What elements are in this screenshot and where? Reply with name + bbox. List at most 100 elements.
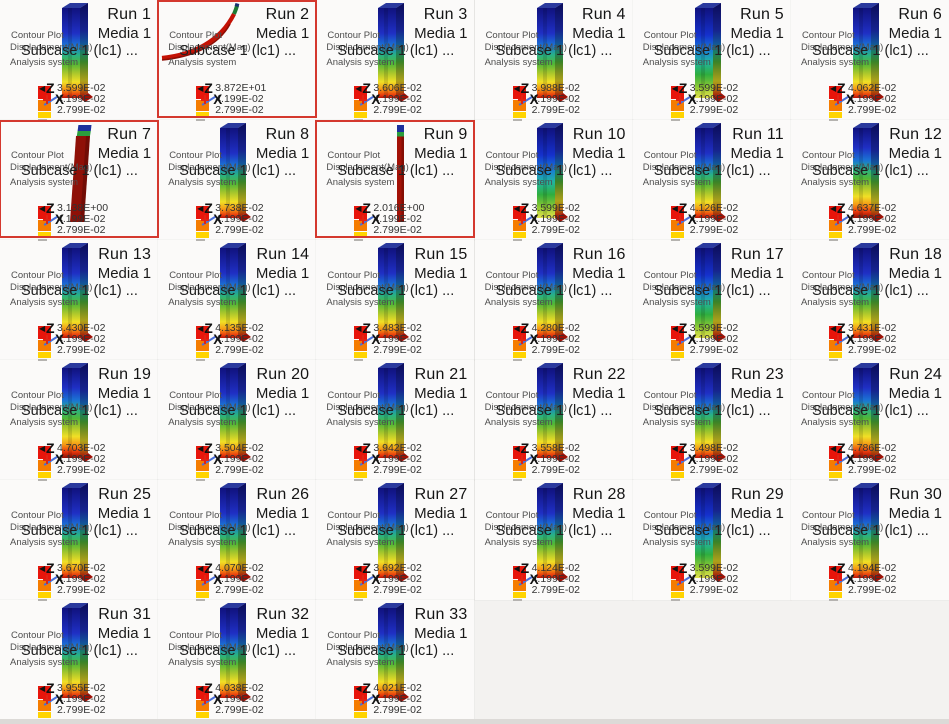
run-title: Run 11 <box>732 126 784 143</box>
run-title: Run 24 <box>889 366 943 383</box>
run-tile-run-11[interactable]: Run 11 Media 1 Contour Plot Displacement… <box>632 120 791 241</box>
run-tile-run-26[interactable]: Run 26 Media 1 Contour Plot Displacement… <box>158 480 317 601</box>
run-tile-run-7[interactable]: Run 7 Media 1 Contour Plot Displacement(… <box>0 120 160 241</box>
run-tile-run-28[interactable]: Run 28 Media 1 Contour Plot Displacement… <box>474 480 633 601</box>
axis-origin-marker-h <box>833 219 842 221</box>
run-tile-run-18[interactable]: Run 18 Media 1 Contour Plot Displacement… <box>790 240 949 361</box>
legend-max-value: 3.942E-02 <box>373 442 422 454</box>
run-title: Run 29 <box>731 486 784 503</box>
run-tile-run-6[interactable]: Run 6 Media 1 Contour Plot Displacement(… <box>790 0 949 121</box>
media-label: Media 1 <box>255 385 310 402</box>
run-tile-run-20[interactable]: Run 20 Media 1 Contour Plot Displacement… <box>158 360 317 481</box>
legend-max-value: 4.786E-02 <box>847 442 897 454</box>
legend-min-value: 2.799E-02 <box>531 104 581 117</box>
run-tile-run-30[interactable]: Run 30 Media 1 Contour Plot Displacement… <box>790 480 949 601</box>
subcase-label: Subcase 1 (lc1) ... <box>21 43 138 59</box>
legend-tick <box>38 479 47 481</box>
run-tile-run-31[interactable]: Run 31 Media 1 Contour Plot Displacement… <box>0 600 159 721</box>
legend-color-yellow <box>354 592 368 598</box>
contour-plot-label: Contour Plot <box>485 30 539 41</box>
run-tile-run-27[interactable]: Run 27 Media 1 Contour Plot Displacement… <box>316 480 475 601</box>
axis-origin-marker-h <box>833 99 842 101</box>
legend-tick <box>512 239 522 241</box>
run-tile-run-29[interactable]: Run 29 Media 1 Contour Plot Displacement… <box>632 480 791 601</box>
media-label: Media 1 <box>414 505 468 522</box>
legend-color-orange <box>828 460 842 471</box>
legend-color-orange <box>196 460 210 471</box>
run-tile-run-24[interactable]: Run 24 Media 1 Contour Plot Displacement… <box>790 360 949 481</box>
z-axis-arrow-icon: ◀ <box>355 204 362 213</box>
run-title: Run 14 <box>256 246 310 263</box>
axis-origin-marker-h <box>43 459 51 461</box>
legend-min-value: 2.799E-02 <box>57 704 106 717</box>
legend-tick <box>670 119 680 121</box>
legend-color-orange <box>670 340 684 351</box>
contour-beam-graphic <box>536 363 568 462</box>
run-tile-run-2[interactable]: Run 2 Media 1 Contour Plot Displacement(… <box>157 0 318 121</box>
contour-beam-graphic <box>536 123 568 222</box>
z-axis-label: Z <box>520 560 530 576</box>
run-tile-run-19[interactable]: Run 19 Media 1 Contour Plot Displacement… <box>0 360 159 481</box>
media-label: Media 1 <box>255 25 310 42</box>
legend-color-yellow <box>354 232 368 238</box>
run-tile-run-15[interactable]: Run 15 Media 1 Contour Plot Displacement… <box>316 240 475 361</box>
run-tile-run-21[interactable]: Run 21 Media 1 Contour Plot Displacement… <box>316 360 475 481</box>
run-tile-run-1[interactable]: Run 1 Media 1 Contour Plot Displacement(… <box>0 0 159 121</box>
legend-min-value: 2.799E-02 <box>215 104 264 117</box>
legend-min-value: 2.799E-02 <box>689 104 739 117</box>
z-axis-arrow-icon: ◀ <box>671 204 678 213</box>
legend-color-yellow <box>828 352 842 358</box>
axis-origin-marker-h <box>359 579 368 581</box>
run-tile-run-5[interactable]: Run 5 Media 1 Contour Plot Displacement(… <box>632 0 791 121</box>
run-title: Run 25 <box>98 486 152 503</box>
run-tile-run-13[interactable]: Run 13 Media 1 Contour Plot Displacement… <box>0 240 159 361</box>
run-tile-run-12[interactable]: Run 12 Media 1 Contour Plot Displacement… <box>790 120 949 241</box>
contour-beam-graphic <box>852 3 884 102</box>
run-tile-run-25[interactable]: Run 25 Media 1 Contour Plot Displacement… <box>0 480 159 601</box>
contour-plot-label: Contour Plot <box>801 510 855 521</box>
z-axis-arrow-icon: ◀ <box>513 444 520 453</box>
contour-plot-label: Contour Plot <box>643 30 697 41</box>
z-axis-arrow-icon: ◀ <box>829 324 837 333</box>
run-tile-run-8[interactable]: Run 8 Media 1 Contour Plot Displacement(… <box>158 120 317 241</box>
run-tile-run-16[interactable]: Run 16 Media 1 Contour Plot Displacement… <box>474 240 633 361</box>
z-axis-label: Z <box>362 680 371 696</box>
legend-color-yellow <box>196 352 210 358</box>
x-axis-label: X <box>529 92 539 107</box>
x-axis-label: X <box>55 452 65 467</box>
result-type-label: Displacement(Mag) <box>642 522 726 533</box>
run-tile-run-22[interactable]: Run 22 Media 1 Contour Plot Displacement… <box>474 360 633 481</box>
run-tile-run-23[interactable]: Run 23 Media 1 Contour Plot Displacement… <box>632 360 791 481</box>
contour-beam-graphic <box>536 3 568 102</box>
axis-origin-marker-h <box>43 99 51 101</box>
run-tile-run-32[interactable]: Run 32 Media 1 Contour Plot Displacement… <box>158 600 317 721</box>
run-tile-run-9[interactable]: Run 9 Media 1 Contour Plot Displacement(… <box>315 120 476 241</box>
legend-values: 4.194E-02 4.199E-02 2.799E-02 <box>848 562 896 597</box>
z-axis-arrow-icon: ◀ <box>39 204 46 213</box>
legend-color-orange <box>354 340 368 351</box>
contour-beam-graphic <box>694 243 726 342</box>
result-type-label: Displacement(Mag) <box>10 162 93 173</box>
x-axis-label: X <box>529 572 539 587</box>
run-tile-run-14[interactable]: Run 14 Media 1 Contour Plot Displacement… <box>158 240 317 361</box>
subcase-label: Subcase 1 (lc1) ... <box>495 43 613 59</box>
legend-tick <box>354 479 364 481</box>
run-tile-run-3[interactable]: Run 3 Media 1 Contour Plot Displacement(… <box>316 0 475 121</box>
run-tile-run-4[interactable]: Run 4 Media 1 Contour Plot Displacement(… <box>474 0 633 121</box>
contour-beam-graphic <box>220 123 252 222</box>
result-type-label: Displacement(Mag) <box>326 42 409 53</box>
z-axis-label: Z <box>836 440 846 456</box>
media-label: Media 1 <box>572 25 626 42</box>
media-label: Media 1 <box>730 385 784 402</box>
run-tile-run-10[interactable]: Run 10 Media 1 Contour Plot Displacement… <box>474 120 633 241</box>
legend-color-yellow <box>512 112 526 118</box>
legend-values: 3.138E+00 4.199E-02 2.799E-02 <box>57 202 108 237</box>
run-tile-run-17[interactable]: Run 17 Media 1 Contour Plot Displacement… <box>632 240 791 361</box>
contour-plot-label: Contour Plot <box>327 270 381 281</box>
run-title: Run 18 <box>889 246 943 263</box>
run-tile-run-33[interactable]: Run 33 Media 1 Contour Plot Displacement… <box>316 600 475 721</box>
contour-beam-graphic <box>694 123 726 222</box>
legend-values: 3.599E-02 4.199E-02 2.799E-02 <box>690 562 738 597</box>
legend-mid-value: 4.199E-02 <box>57 573 106 586</box>
